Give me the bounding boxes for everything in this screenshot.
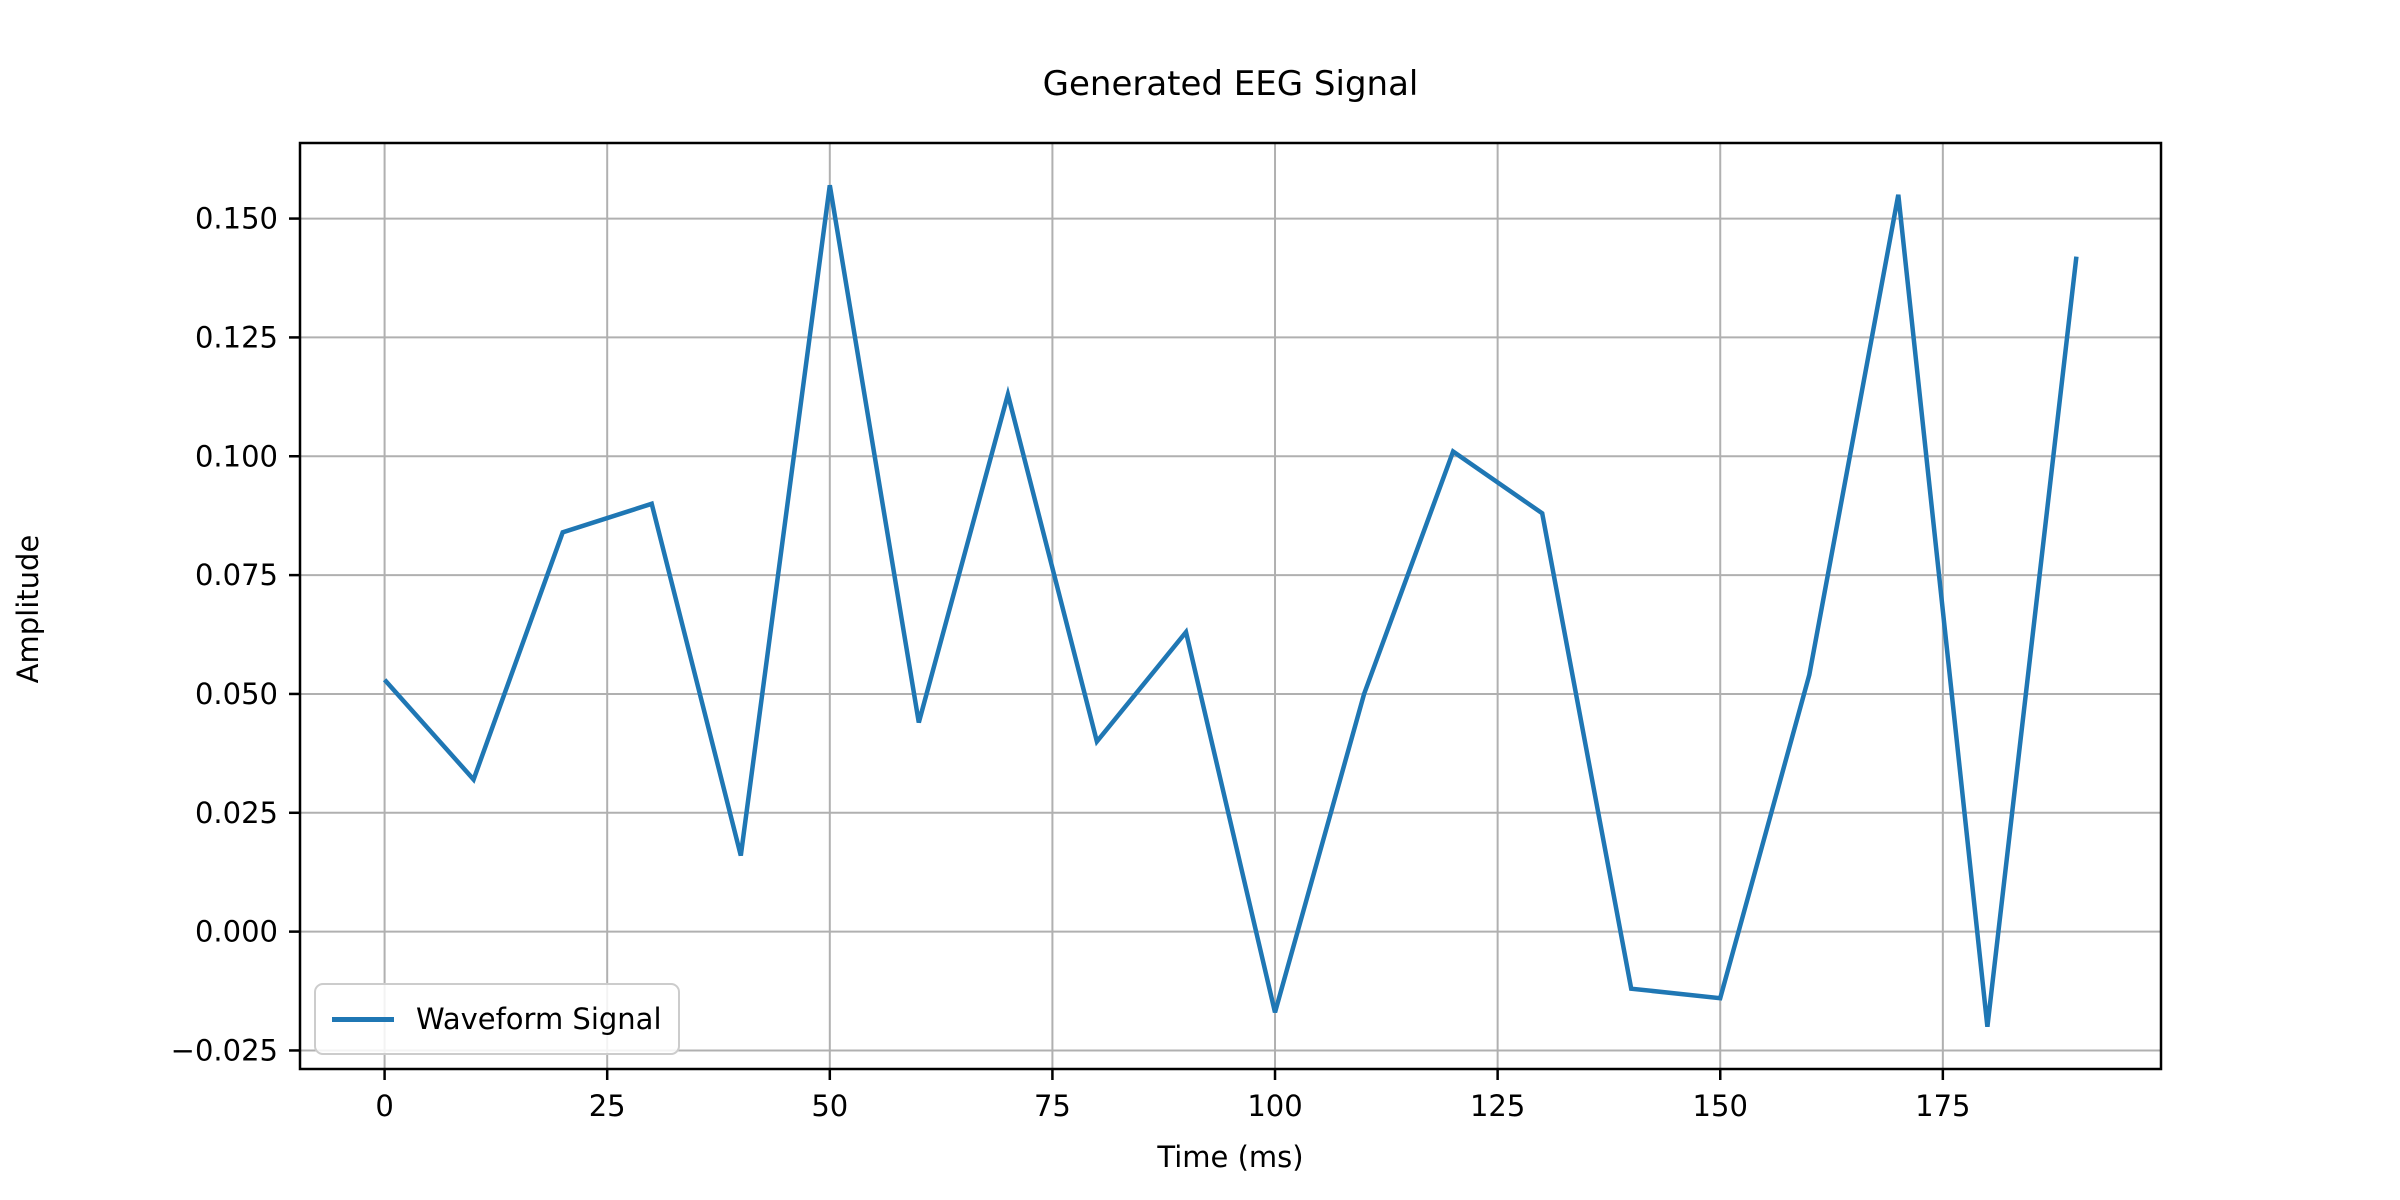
x-tick-label: 75 [1034,1089,1071,1123]
x-tick-label: 25 [589,1089,626,1123]
x-tick-label: 150 [1693,1089,1748,1123]
y-tick-label: 0.150 [195,202,278,236]
x-tick-label: 100 [1247,1089,1302,1123]
y-axis-label: Amplitude [11,534,45,684]
chart-title: Generated EEG Signal [1042,64,1419,104]
x-tick-label: 175 [1915,1089,1970,1123]
axes-frame [298,141,2163,1071]
x-tick-label: 50 [811,1089,848,1123]
legend: Waveform Signal [314,983,680,1055]
y-tick-label: 0.075 [195,558,278,592]
y-tick-label: 0.050 [195,677,278,711]
y-tick-label: 0.000 [195,915,278,949]
x-tick-label: 125 [1470,1089,1525,1123]
y-tick-label: 0.025 [195,796,278,830]
legend-label: Waveform Signal [416,1002,662,1036]
y-tick-label: 0.100 [195,439,278,473]
y-tick-label: −0.025 [171,1033,278,1067]
x-axis-label: Time (ms) [1157,1140,1304,1174]
waveform-line [382,184,2079,1027]
x-tick-label: 0 [375,1089,393,1123]
y-tick-label: 0.125 [195,320,278,354]
legend-line-swatch [332,1016,394,1022]
